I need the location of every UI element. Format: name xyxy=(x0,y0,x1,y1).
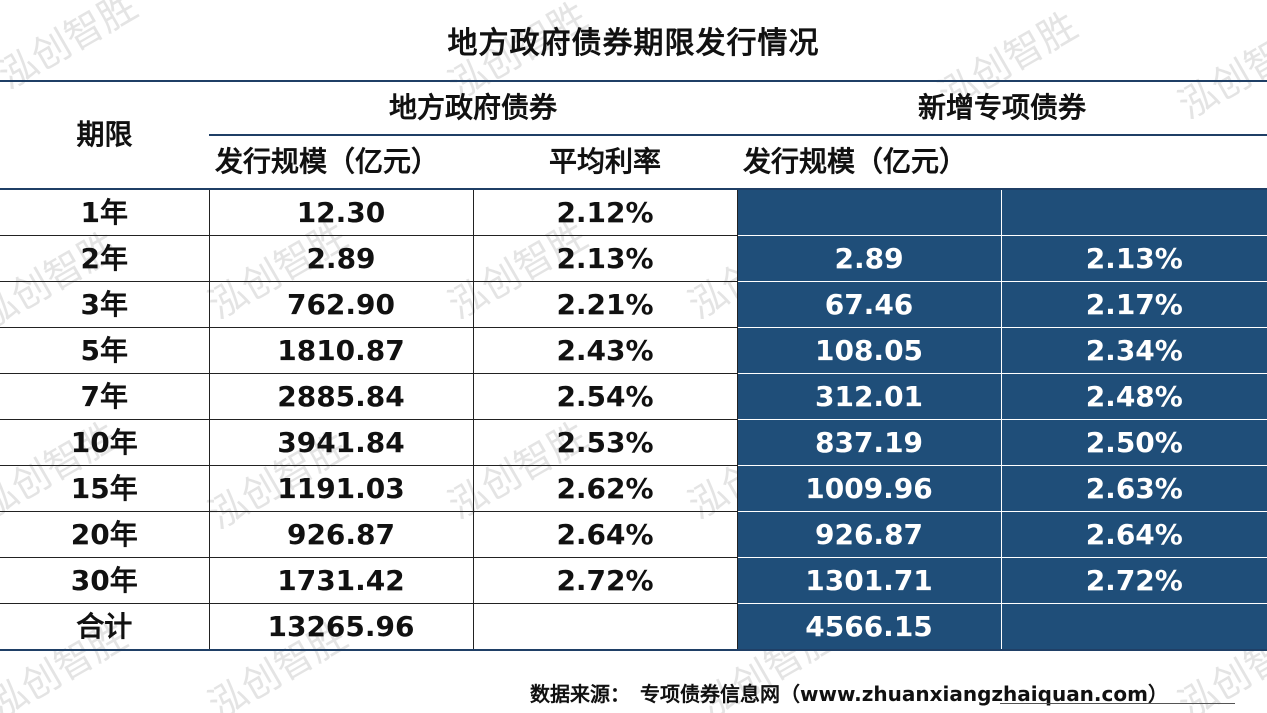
cell-period: 10年 xyxy=(0,419,210,466)
cell-local-scale: 1810.87 xyxy=(208,327,474,374)
cell-period: 1年 xyxy=(0,188,210,236)
cell-special-scale: 926.87 xyxy=(737,511,1002,558)
cell-period: 2年 xyxy=(0,235,210,282)
cell-local-rate: 2.62% xyxy=(472,465,738,512)
cell-special-scale: 4566.15 xyxy=(737,603,1002,651)
cell-local-rate xyxy=(472,603,738,651)
data-source-label: 数据来源： xyxy=(530,682,630,706)
table-row: 3年 762.90 2.21% 67.46 2.17% xyxy=(0,281,1267,328)
bond-table: 期限 地方政府债券 新增专项债券 发行规模（亿元） 平均利率 发行规模（亿元） … xyxy=(0,80,1267,651)
data-source-text: 专项债券信息网（www.zhuanxiangzhaiquan.com） xyxy=(640,682,1168,706)
cell-special-scale: 1301.71 xyxy=(737,557,1002,604)
cell-local-rate: 2.13% xyxy=(472,235,738,282)
header-period: 期限 xyxy=(0,80,209,190)
header-group-local: 地方政府债券 xyxy=(209,80,738,136)
page-title: 地方政府债券期限发行情况 xyxy=(447,26,820,61)
cell-period: 7年 xyxy=(0,373,210,420)
table-row: 30年 1731.42 2.72% 1301.71 2.72% xyxy=(0,557,1267,604)
header-special-blank xyxy=(1001,135,1267,190)
cell-special-scale: 67.46 xyxy=(737,281,1002,328)
cell-local-rate: 2.72% xyxy=(472,557,738,604)
table-row: 5年 1810.87 2.43% 108.05 2.34% xyxy=(0,327,1267,374)
cell-local-scale: 762.90 xyxy=(208,281,474,328)
table-row-total: 合计 13265.96 4566.15 xyxy=(0,603,1267,651)
cell-local-rate: 2.54% xyxy=(472,373,738,420)
cell-special-rate: 2.50% xyxy=(1001,419,1267,466)
cell-period: 合计 xyxy=(0,603,210,651)
source-underline xyxy=(1000,703,1235,704)
table-row: 15年 1191.03 2.62% 1009.96 2.63% xyxy=(0,465,1267,512)
cell-special-scale xyxy=(737,189,1002,236)
header-special-issue-scale: 发行规模（亿元） xyxy=(737,135,1002,190)
cell-period: 20年 xyxy=(0,511,210,558)
table-row: 10年 3941.84 2.53% 837.19 2.50% xyxy=(0,419,1267,466)
table-row: 2年 2.89 2.13% 2.89 2.13% xyxy=(0,235,1267,282)
cell-special-rate: 2.63% xyxy=(1001,465,1267,512)
cell-period: 5年 xyxy=(0,327,210,374)
cell-period: 15年 xyxy=(0,465,210,512)
cell-local-scale: 2885.84 xyxy=(208,373,474,420)
cell-special-rate: 2.48% xyxy=(1001,373,1267,420)
table-row: 1年 12.30 2.12% xyxy=(0,188,1267,236)
cell-local-scale: 3941.84 xyxy=(208,419,474,466)
cell-period: 3年 xyxy=(0,281,210,328)
cell-special-rate xyxy=(1001,603,1267,651)
cell-special-scale: 2.89 xyxy=(737,235,1002,282)
cell-local-scale: 12.30 xyxy=(208,188,474,236)
cell-special-rate: 2.13% xyxy=(1001,235,1267,282)
cell-special-rate: 2.72% xyxy=(1001,557,1267,604)
bond-table-container: 期限 地方政府债券 新增专项债券 发行规模（亿元） 平均利率 发行规模（亿元） … xyxy=(0,80,1267,651)
cell-local-scale: 2.89 xyxy=(208,235,474,282)
table-row: 7年 2885.84 2.54% 312.01 2.48% xyxy=(0,373,1267,420)
cell-special-rate: 2.34% xyxy=(1001,327,1267,374)
header-avg-rate: 平均利率 xyxy=(473,135,738,190)
cell-local-scale: 1191.03 xyxy=(208,465,474,512)
cell-local-rate: 2.53% xyxy=(472,419,738,466)
cell-special-rate: 2.17% xyxy=(1001,281,1267,328)
cell-period: 30年 xyxy=(0,557,210,604)
cell-local-rate: 2.43% xyxy=(472,327,738,374)
cell-special-rate xyxy=(1001,189,1267,236)
header-group-special: 新增专项债券 xyxy=(737,80,1267,136)
cell-special-scale: 837.19 xyxy=(737,419,1002,466)
cell-local-scale: 13265.96 xyxy=(208,603,474,651)
header-issue-scale: 发行规模（亿元） xyxy=(209,135,473,190)
cell-local-rate: 2.12% xyxy=(472,188,738,236)
data-source: 数据来源： 专项债券信息网（www.zhuanxiangzhaiquan.com） xyxy=(530,678,1168,707)
cell-special-scale: 108.05 xyxy=(737,327,1002,374)
cell-local-rate: 2.64% xyxy=(472,511,738,558)
cell-local-scale: 926.87 xyxy=(208,511,474,558)
cell-special-scale: 312.01 xyxy=(737,373,1002,420)
cell-special-scale: 1009.96 xyxy=(737,465,1002,512)
cell-local-scale: 1731.42 xyxy=(208,557,474,604)
cell-local-rate: 2.21% xyxy=(472,281,738,328)
cell-special-rate: 2.64% xyxy=(1001,511,1267,558)
table-row: 20年 926.87 2.64% 926.87 2.64% xyxy=(0,511,1267,558)
